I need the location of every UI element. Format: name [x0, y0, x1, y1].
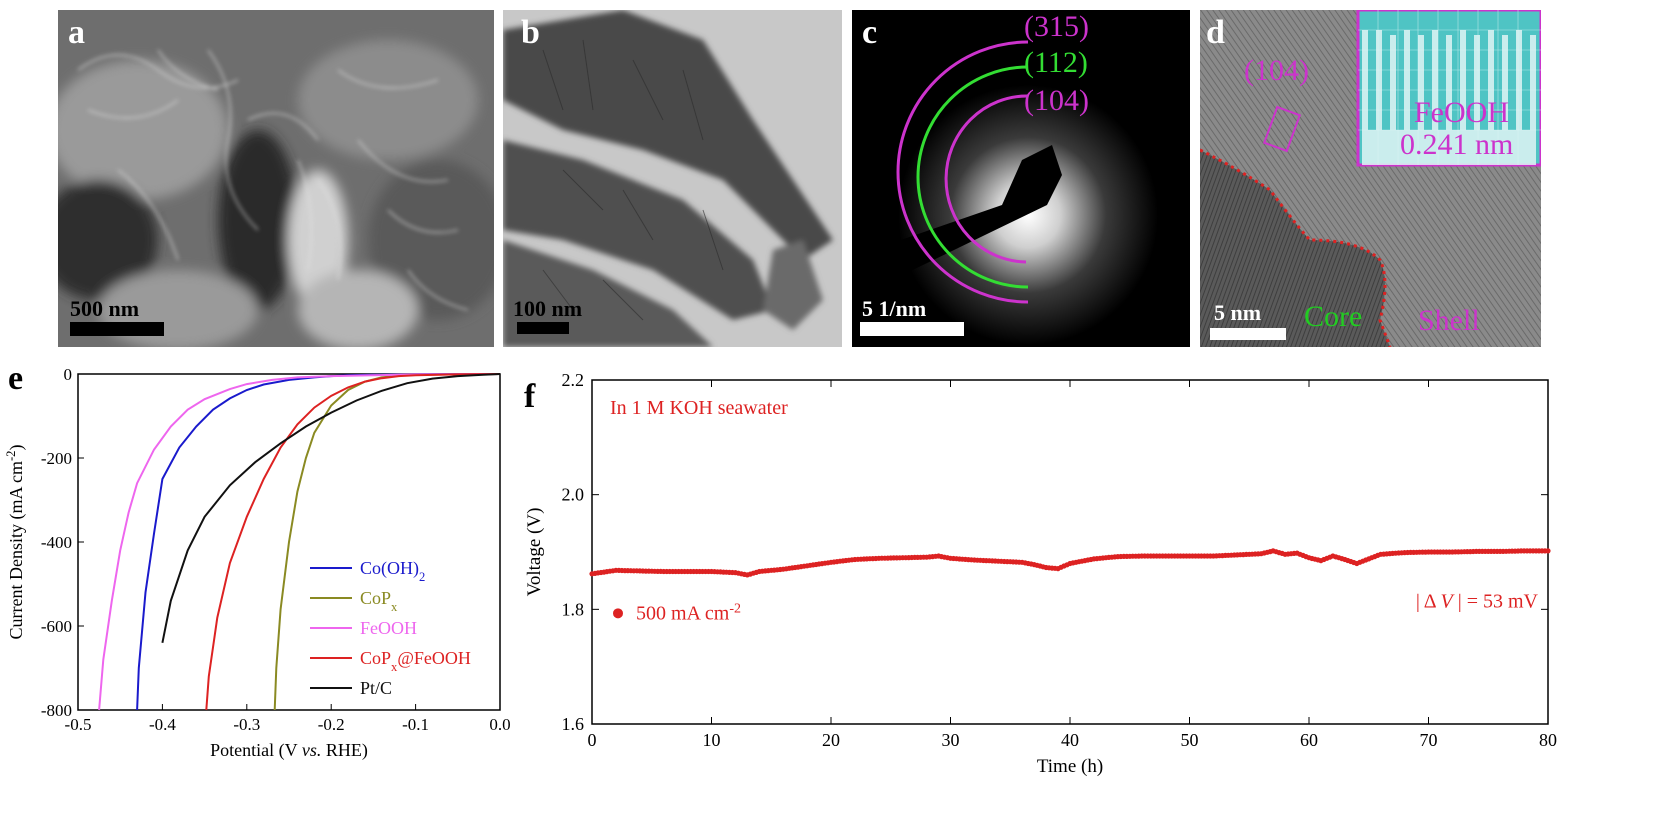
y-tick-label-e: -400 [41, 533, 72, 552]
panel-label-e: e [8, 360, 24, 397]
scale-bar-a [70, 322, 164, 336]
lattice-profile-inset [1356, 10, 1541, 167]
x-tick-label-f: 80 [1539, 730, 1557, 750]
scale-text-d: 5 nm [1214, 300, 1262, 325]
scale-text-a: 500 nm [70, 296, 140, 321]
legend-label-1: CoPx [360, 588, 398, 614]
y-tick-label-e: -800 [41, 701, 72, 720]
panel-label-a: a [68, 14, 85, 51]
x-tick-label-e: 0.0 [489, 715, 510, 734]
legend-label-4: Pt/C [360, 678, 392, 698]
series-line-pt-c [161, 373, 501, 643]
diffraction-pattern [872, 40, 1158, 345]
x-axis-label-e: Potential (V vs. RHE) [210, 740, 368, 761]
y-tick-label-e: 0 [64, 365, 73, 384]
ring-315-arc [896, 40, 1029, 304]
x-tick-label-f: 0 [588, 730, 597, 750]
panel-label-f: f [524, 378, 536, 415]
hrtem-micrograph [1200, 10, 1541, 347]
panel-d-hrtem-image: d (104) FeOOH 0.241 nm Core Shell 5 nm [1200, 10, 1541, 347]
y-axis-label-e: Current Density (mA cm-2) [4, 445, 27, 640]
legend-label-3: CoPx@FeOOH [360, 648, 471, 674]
series-line-feooh [98, 373, 501, 711]
scale-text-b: 100 nm [513, 296, 583, 321]
inset-spacing-label: 0.241 nm [1400, 128, 1514, 161]
series-line-copx-feooh [205, 373, 501, 711]
panel-c-saed-pattern: c (315) (112) (104) 5 1/nm [852, 10, 1190, 347]
x-tick-label-e: -0.2 [318, 715, 345, 734]
y-tick-label-e: -200 [41, 449, 72, 468]
y-axis-label-f: Voltage (V) [524, 508, 545, 597]
y-tick-label-f: 1.8 [562, 599, 585, 619]
x-tick-label-e: -0.1 [402, 715, 429, 734]
chart-e-polarization: -0.5 -0.4 -0.3 -0.2 -0.1 0.0 0 -200 -400 -600 -800… [4, 365, 511, 761]
ring-label-104: (104) [1024, 84, 1089, 117]
core-label: Core [1304, 300, 1363, 333]
legend-marker-f [613, 608, 623, 619]
ring-104-arc [944, 94, 1029, 264]
plane-label-104: (104) [1244, 54, 1309, 87]
chart-f-stability: 0 10 20 30 40 50 60 70 80 1.6 1.8 2.0 2.2 Time (h) Vol… [524, 370, 1557, 777]
scale-bar-c [860, 322, 964, 336]
y-tick-label-f: 2.0 [562, 485, 585, 505]
ring-label-112: (112) [1024, 46, 1088, 79]
x-tick-label-e: -0.4 [149, 715, 176, 734]
y-tick-label-f: 1.6 [562, 714, 585, 734]
x-tick-label-f: 70 [1420, 730, 1438, 750]
x-tick-label-e: -0.3 [233, 715, 260, 734]
scale-text-c: 5 1/nm [862, 296, 927, 321]
x-tick-label-f: 60 [1300, 730, 1318, 750]
x-tick-label-f: 50 [1181, 730, 1199, 750]
sem-micrograph [58, 10, 494, 347]
x-tick-label-f: 20 [822, 730, 840, 750]
x-axis-label-f: Time (h) [1037, 756, 1103, 777]
chart-title-f: In 1 M KOH seawater [610, 397, 788, 419]
delta-v-annotation: | Δ V | = 53 mV [1416, 590, 1539, 612]
tem-micrograph [503, 10, 842, 347]
y-tick-label-e: -600 [41, 617, 72, 636]
ring-112-arc [916, 65, 1029, 289]
panel-label-d: d [1206, 14, 1225, 51]
legend-label-f: 500 mA cm-2 [636, 601, 741, 625]
shell-label: Shell [1418, 304, 1480, 337]
panel-b-tem-image: b 100 nm [503, 10, 842, 347]
legend-label-2: FeOOH [360, 618, 417, 638]
data-point-voltage [1545, 548, 1551, 554]
y-tick-label-f: 2.2 [562, 370, 585, 390]
scale-bar-d [1210, 328, 1286, 340]
ring-label-315: (315) [1024, 10, 1089, 43]
panel-label-c: c [862, 14, 878, 51]
x-tick-label-f: 30 [942, 730, 960, 750]
core-shell-boundary [1200, 148, 1392, 347]
x-tick-label-e: -0.5 [65, 715, 92, 734]
x-tick-label-f: 40 [1061, 730, 1079, 750]
scale-bar-b [517, 322, 569, 334]
inset-label-feooh: FeOOH [1414, 96, 1509, 129]
panel-a-sem-image: a 500 nm [58, 10, 494, 347]
lattice-selection-box [1262, 105, 1302, 153]
panel-label-b: b [521, 14, 540, 51]
x-tick-label-f: 10 [703, 730, 721, 750]
legend-label-0: Co(OH)2 [360, 558, 425, 584]
